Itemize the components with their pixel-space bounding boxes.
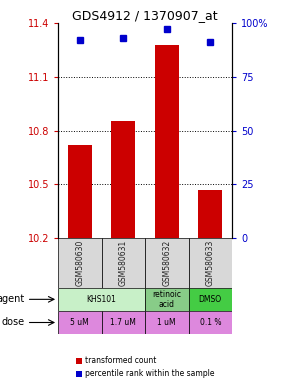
Bar	[68, 145, 92, 238]
Text: DMSO: DMSO	[199, 295, 222, 304]
Bar	[155, 45, 179, 238]
Text: 5 uM: 5 uM	[70, 318, 89, 327]
Bar	[58, 288, 145, 311]
Title: GDS4912 / 1370907_at: GDS4912 / 1370907_at	[72, 9, 218, 22]
Text: GSM580631: GSM580631	[119, 240, 128, 286]
Text: agent: agent	[0, 295, 25, 305]
Text: 1 uM: 1 uM	[157, 318, 176, 327]
Text: retinoic
acid: retinoic acid	[152, 290, 181, 309]
Bar	[188, 238, 232, 288]
Bar	[58, 311, 102, 334]
Text: GSM580633: GSM580633	[206, 240, 215, 286]
Text: GSM580630: GSM580630	[75, 240, 84, 286]
Bar	[58, 238, 102, 288]
Legend: transformed count, percentile rank within the sample: transformed count, percentile rank withi…	[76, 356, 214, 378]
Text: dose: dose	[2, 318, 25, 328]
Text: 0.1 %: 0.1 %	[200, 318, 221, 327]
Text: 1.7 uM: 1.7 uM	[110, 318, 136, 327]
Bar	[102, 311, 145, 334]
Bar	[145, 288, 188, 311]
Text: GSM580632: GSM580632	[162, 240, 171, 286]
Bar	[145, 238, 188, 288]
Bar	[188, 288, 232, 311]
Bar	[198, 190, 222, 238]
Bar	[111, 121, 135, 238]
Bar	[145, 311, 188, 334]
Bar	[188, 311, 232, 334]
Bar	[102, 238, 145, 288]
Text: KHS101: KHS101	[86, 295, 117, 304]
